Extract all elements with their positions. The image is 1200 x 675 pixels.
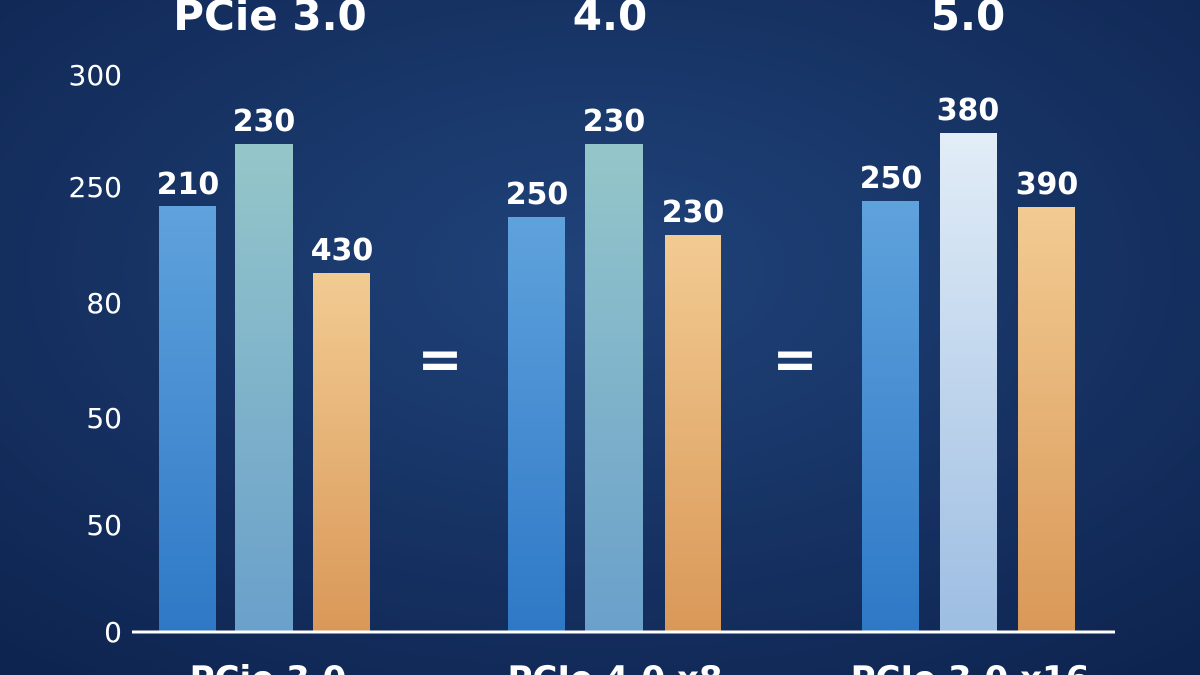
- bar: [313, 273, 370, 632]
- group-label: PCie 3.0: [190, 659, 347, 675]
- bar: [508, 217, 565, 632]
- bar-label: 210: [157, 167, 220, 202]
- bar: [1018, 207, 1075, 632]
- group-title: 5.0: [931, 0, 1005, 40]
- bar: [940, 133, 997, 632]
- bar: [159, 206, 216, 632]
- bar: [585, 144, 643, 632]
- bar-label: 230: [233, 104, 296, 139]
- axis-label: 0: [104, 616, 122, 649]
- group-title: 4.0: [573, 0, 647, 40]
- bar-label: 250: [860, 161, 923, 196]
- bar-label: 390: [1016, 167, 1079, 202]
- bar: [235, 144, 293, 632]
- bar-label: 230: [662, 195, 725, 230]
- axis-label: 80: [86, 287, 122, 320]
- bar-label: 430: [311, 233, 374, 268]
- group-label: PCIe 4.0 x8: [507, 659, 722, 675]
- separator: =: [417, 328, 462, 391]
- axis-label: 50: [86, 402, 122, 435]
- separator: =: [772, 328, 817, 391]
- bar: [665, 235, 721, 632]
- axis-label: 300: [69, 59, 122, 92]
- bar-label: 230: [583, 104, 646, 139]
- bar-label: 250: [506, 177, 569, 212]
- bar-label: 380: [937, 93, 1000, 128]
- group-label: PCIe 3.0 x16: [851, 659, 1090, 675]
- axis-label: 50: [86, 509, 122, 542]
- axis-label: 250: [69, 171, 122, 204]
- bar: [862, 201, 919, 632]
- group-title: PCie 3.0: [173, 0, 367, 40]
